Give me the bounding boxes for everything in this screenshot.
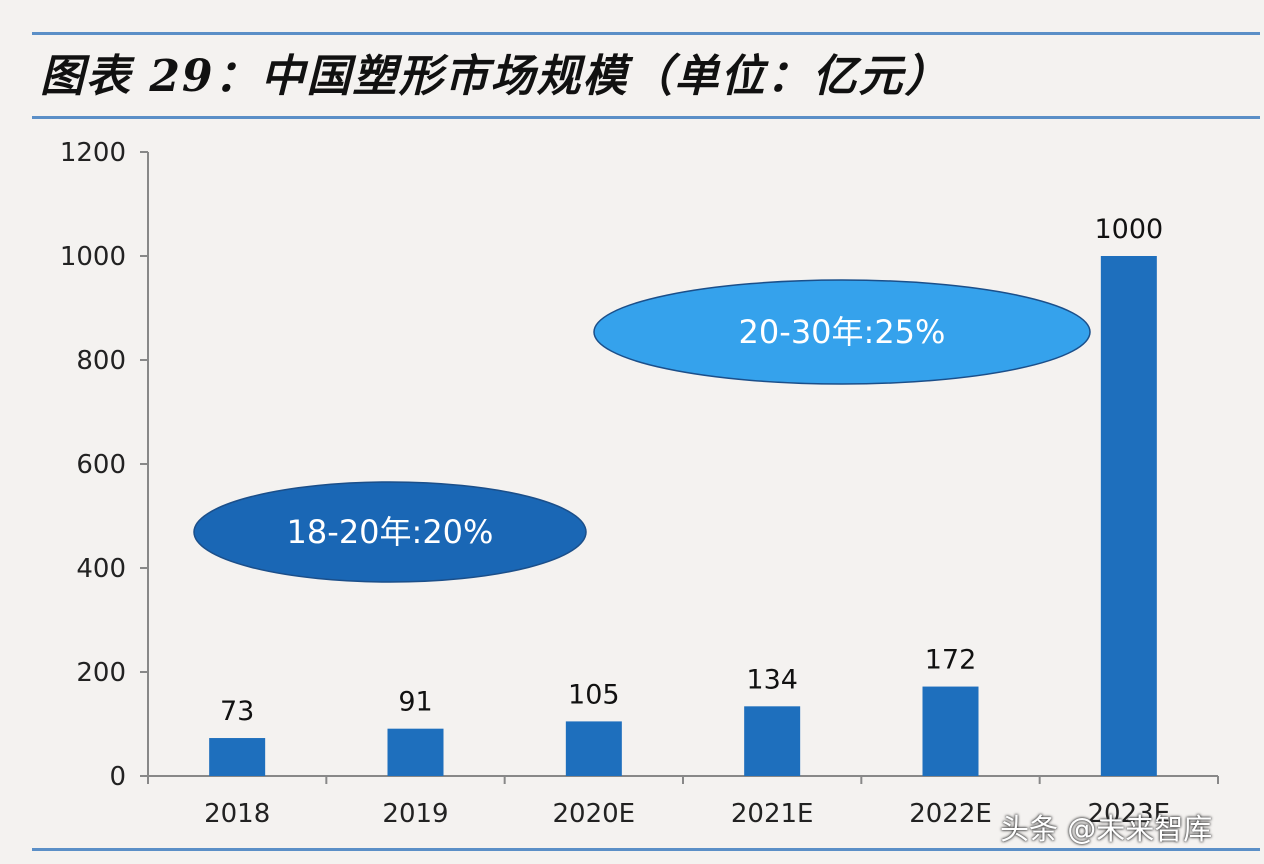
y-tick-label: 800 [76, 346, 126, 376]
bar [387, 728, 444, 776]
growth-ellipse [193, 481, 587, 583]
bar [1100, 256, 1157, 776]
data-label: 91 [398, 687, 432, 718]
x-tick-label: 2018 [204, 799, 270, 829]
y-tick-label: 1000 [60, 242, 126, 272]
bottom-divider [32, 848, 1260, 851]
data-label: 105 [568, 679, 620, 710]
x-tick-label: 2022E [909, 799, 992, 829]
y-tick-label: 400 [76, 554, 126, 584]
chart-title: 图表 29：中国塑形市场规模（单位：亿元） [40, 51, 951, 102]
growth-ellipse [593, 279, 1091, 385]
bar [565, 721, 622, 776]
growth-annotation: 18-20年:20% [287, 513, 494, 551]
x-tick-label: 2023E [1088, 799, 1171, 829]
y-tick-label: 1200 [60, 138, 126, 168]
data-label: 1000 [1094, 214, 1163, 245]
x-tick-label: 2019 [382, 799, 448, 829]
data-label: 73 [220, 696, 254, 727]
bar [744, 706, 801, 776]
bar [922, 686, 979, 776]
data-label: 134 [746, 664, 798, 695]
top-divider [32, 32, 1260, 35]
y-tick-label: 0 [109, 762, 126, 792]
bar [209, 738, 266, 776]
data-label: 172 [925, 645, 977, 676]
y-tick-label: 200 [76, 658, 126, 688]
x-tick-label: 2021E [731, 799, 814, 829]
title-divider [32, 116, 1260, 119]
y-tick-label: 600 [76, 450, 126, 480]
growth-annotation: 20-30年:25% [739, 313, 946, 351]
x-tick-label: 2020E [553, 799, 636, 829]
watermark: 头条 @未来智库 [1000, 812, 1213, 846]
